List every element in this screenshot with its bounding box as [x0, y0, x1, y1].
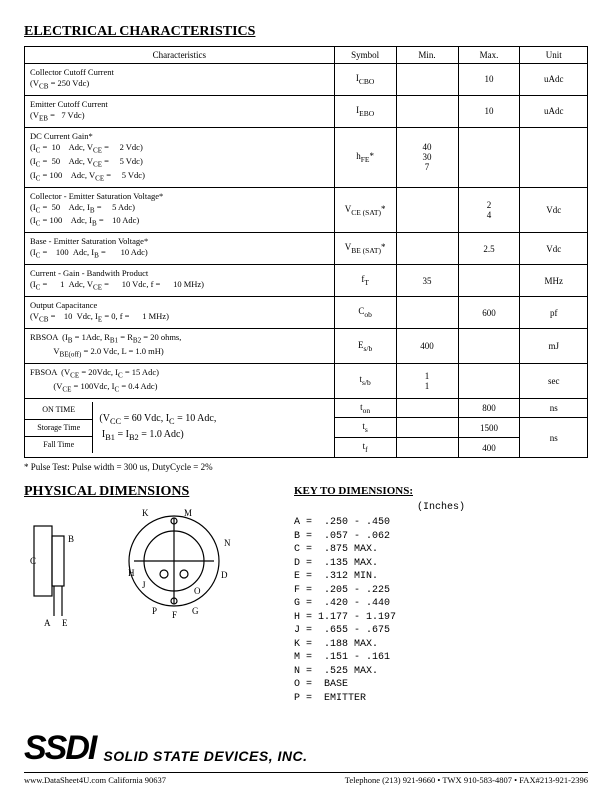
table-row: Collector - Emitter Saturation Voltage*(… — [25, 187, 588, 233]
header-max: Max. — [458, 47, 520, 64]
header-symbol: Symbol — [334, 47, 396, 64]
timing-conditions: (VCC = 60 Vdc, IC = 10 Adc, IB1 = IB2 = … — [93, 402, 334, 453]
inches-label: (Inches) — [294, 501, 588, 515]
dimension-row: F = .205 - .225 — [294, 584, 588, 598]
dimension-row: K = .188 MAX. — [294, 638, 588, 652]
svg-text:J: J — [142, 580, 146, 590]
dimension-row: O = BASE — [294, 678, 588, 692]
ssdi-logo: SSDI — [24, 729, 95, 768]
dimension-row: P = EMITTER — [294, 692, 588, 706]
ton-unit: ns — [520, 398, 588, 418]
tf-min — [396, 438, 458, 458]
dimension-row: C = .875 MAX. — [294, 543, 588, 557]
company-name: SOLID STATE DEVICES, INC. — [103, 748, 307, 768]
table-row: Output Capacitance(VCB = 10 Vdc, IE = 0,… — [25, 297, 588, 329]
dimension-row: A = .250 - .450 — [294, 516, 588, 530]
on-time-label: ON TIME — [25, 402, 93, 419]
storage-time-label: Storage Time — [25, 419, 93, 436]
ts-max: 1500 — [458, 418, 520, 438]
header-min: Min. — [396, 47, 458, 64]
header-unit: Unit — [520, 47, 588, 64]
physical-dimensions-title: PHYSICAL DIMENSIONS — [24, 484, 274, 500]
svg-text:C: C — [30, 556, 36, 566]
svg-text:D: D — [221, 570, 228, 580]
ts-unit: ns — [520, 418, 588, 458]
dimension-row: E = .312 MIN. — [294, 570, 588, 584]
table-row: RBSOA (IB = 1Adc, RB1 = RB2 = 20 ohms, V… — [25, 329, 588, 364]
svg-text:N: N — [224, 538, 231, 548]
electrical-characteristics-table: Characteristics Symbol Min. Max. Unit Co… — [24, 46, 588, 458]
ts-min — [396, 418, 458, 438]
fall-time-label: Fall Time — [25, 436, 93, 453]
key-to-dimensions-title: KEY TO DIMENSIONS: — [294, 484, 588, 499]
dimension-row: J = .655 - .675 — [294, 624, 588, 638]
dimension-row: H = 1.177 - 1.197 — [294, 611, 588, 625]
timing-conditions-cell: ON TIME (VCC = 60 Vdc, IC = 10 Adc, IB1 … — [25, 398, 335, 457]
dimension-row: G = .420 - .440 — [294, 597, 588, 611]
ton-symbol: ton — [334, 398, 396, 418]
pulse-test-note: * Pulse Test: Pulse width = 300 us, Duty… — [24, 462, 588, 472]
package-outline-diagram: C B A E K M N H J D P F — [24, 506, 254, 636]
svg-text:F: F — [172, 610, 177, 620]
header-characteristics: Characteristics — [25, 47, 335, 64]
svg-text:G: G — [192, 606, 199, 616]
svg-text:H: H — [128, 568, 135, 578]
table-row: FBSOA (VCE = 20Vdc, IC = 15 Adc) (VCE = … — [25, 363, 588, 398]
svg-text:M: M — [184, 508, 192, 518]
section-title: ELECTRICAL CHARACTERISTICS — [24, 24, 588, 40]
table-row: Base - Emitter Saturation Voltage*(IC = … — [25, 233, 588, 265]
table-row: Current - Gain - Bandwith Product(IC = 1… — [25, 265, 588, 297]
footer-left: www.DataSheet4U.com California 90637 — [24, 775, 166, 785]
svg-text:A: A — [44, 618, 51, 628]
dimensions-list: A = .250 - .450B = .057 - .062C = .875 M… — [294, 516, 588, 705]
svg-text:O: O — [194, 586, 201, 596]
ton-min — [396, 398, 458, 418]
dimension-row: M = .151 - .161 — [294, 651, 588, 665]
dimension-row: D = .135 MAX. — [294, 557, 588, 571]
svg-text:P: P — [152, 606, 157, 616]
dimension-row: B = .057 - .062 — [294, 530, 588, 544]
ton-max: 800 — [458, 398, 520, 418]
table-row: Emitter Cutoff Current(VEB = 7 Vdc)IEBO1… — [25, 95, 588, 127]
footer-right: Telephone (213) 921-9660 • TWX 910-583-4… — [345, 775, 588, 785]
svg-text:B: B — [68, 534, 74, 544]
tf-symbol: tf — [334, 438, 396, 458]
table-row: Collector Cutoff Current(VCB = 250 Vdc)I… — [25, 64, 588, 96]
table-row: DC Current Gain*(IC = 10 Adc, VCE = 2 Vd… — [25, 127, 588, 187]
ts-symbol: ts — [334, 418, 396, 438]
svg-text:E: E — [62, 618, 68, 628]
dimension-row: N = .525 MAX. — [294, 665, 588, 679]
svg-text:K: K — [142, 508, 149, 518]
tf-max: 400 — [458, 438, 520, 458]
